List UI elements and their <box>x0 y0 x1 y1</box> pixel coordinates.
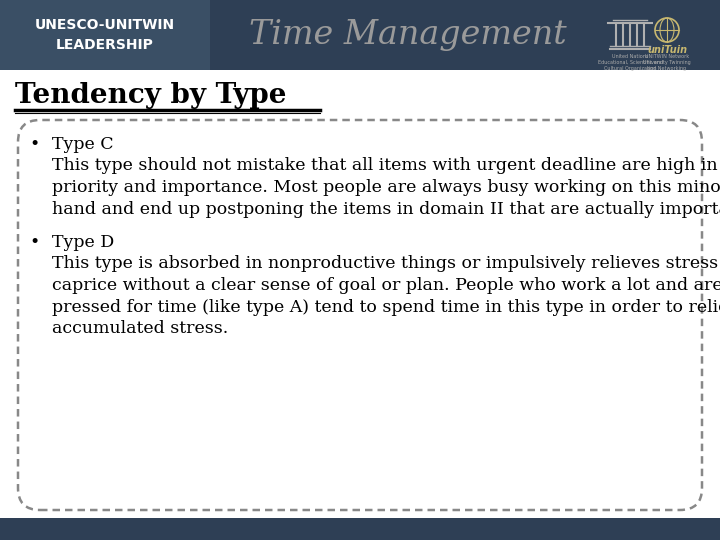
Text: This type is absorbed in nonproductive things or impulsively relieves stress on : This type is absorbed in nonproductive t… <box>52 255 720 273</box>
Bar <box>0 0 210 70</box>
Bar <box>0 518 720 540</box>
Text: This type should not mistake that all items with urgent deadline are high in: This type should not mistake that all it… <box>52 158 718 174</box>
Text: accumulated stress.: accumulated stress. <box>52 320 228 337</box>
Text: •: • <box>29 234 39 251</box>
Text: •: • <box>29 136 39 153</box>
Text: hand and end up postponing the items in domain II that are actually important.: hand and end up postponing the items in … <box>52 200 720 218</box>
Text: UNESCO-UNITWIN
LEADERSHIP: UNESCO-UNITWIN LEADERSHIP <box>35 18 175 52</box>
Bar <box>0 0 720 70</box>
Text: United Nations
Educational, Scientific and
Cultural Organization: United Nations Educational, Scientific a… <box>598 54 662 71</box>
Text: uniTuin: uniTuin <box>647 45 687 55</box>
Text: Type C: Type C <box>52 136 114 153</box>
Text: priority and importance. Most people are always busy working on this minor item : priority and importance. Most people are… <box>52 179 720 196</box>
Text: Type D: Type D <box>52 234 114 251</box>
Text: UNITWIN Network
University Twinning
and Networking: UNITWIN Network University Twinning and … <box>643 54 691 71</box>
Text: Time Management: Time Management <box>248 19 567 51</box>
Text: pressed for time (like type A) tend to spend time in this type in order to relie: pressed for time (like type A) tend to s… <box>52 299 720 315</box>
FancyBboxPatch shape <box>18 120 702 510</box>
Text: caprice without a clear sense of goal or plan. People who work a lot and are: caprice without a clear sense of goal or… <box>52 277 720 294</box>
Text: Tendency by Type: Tendency by Type <box>15 82 287 109</box>
